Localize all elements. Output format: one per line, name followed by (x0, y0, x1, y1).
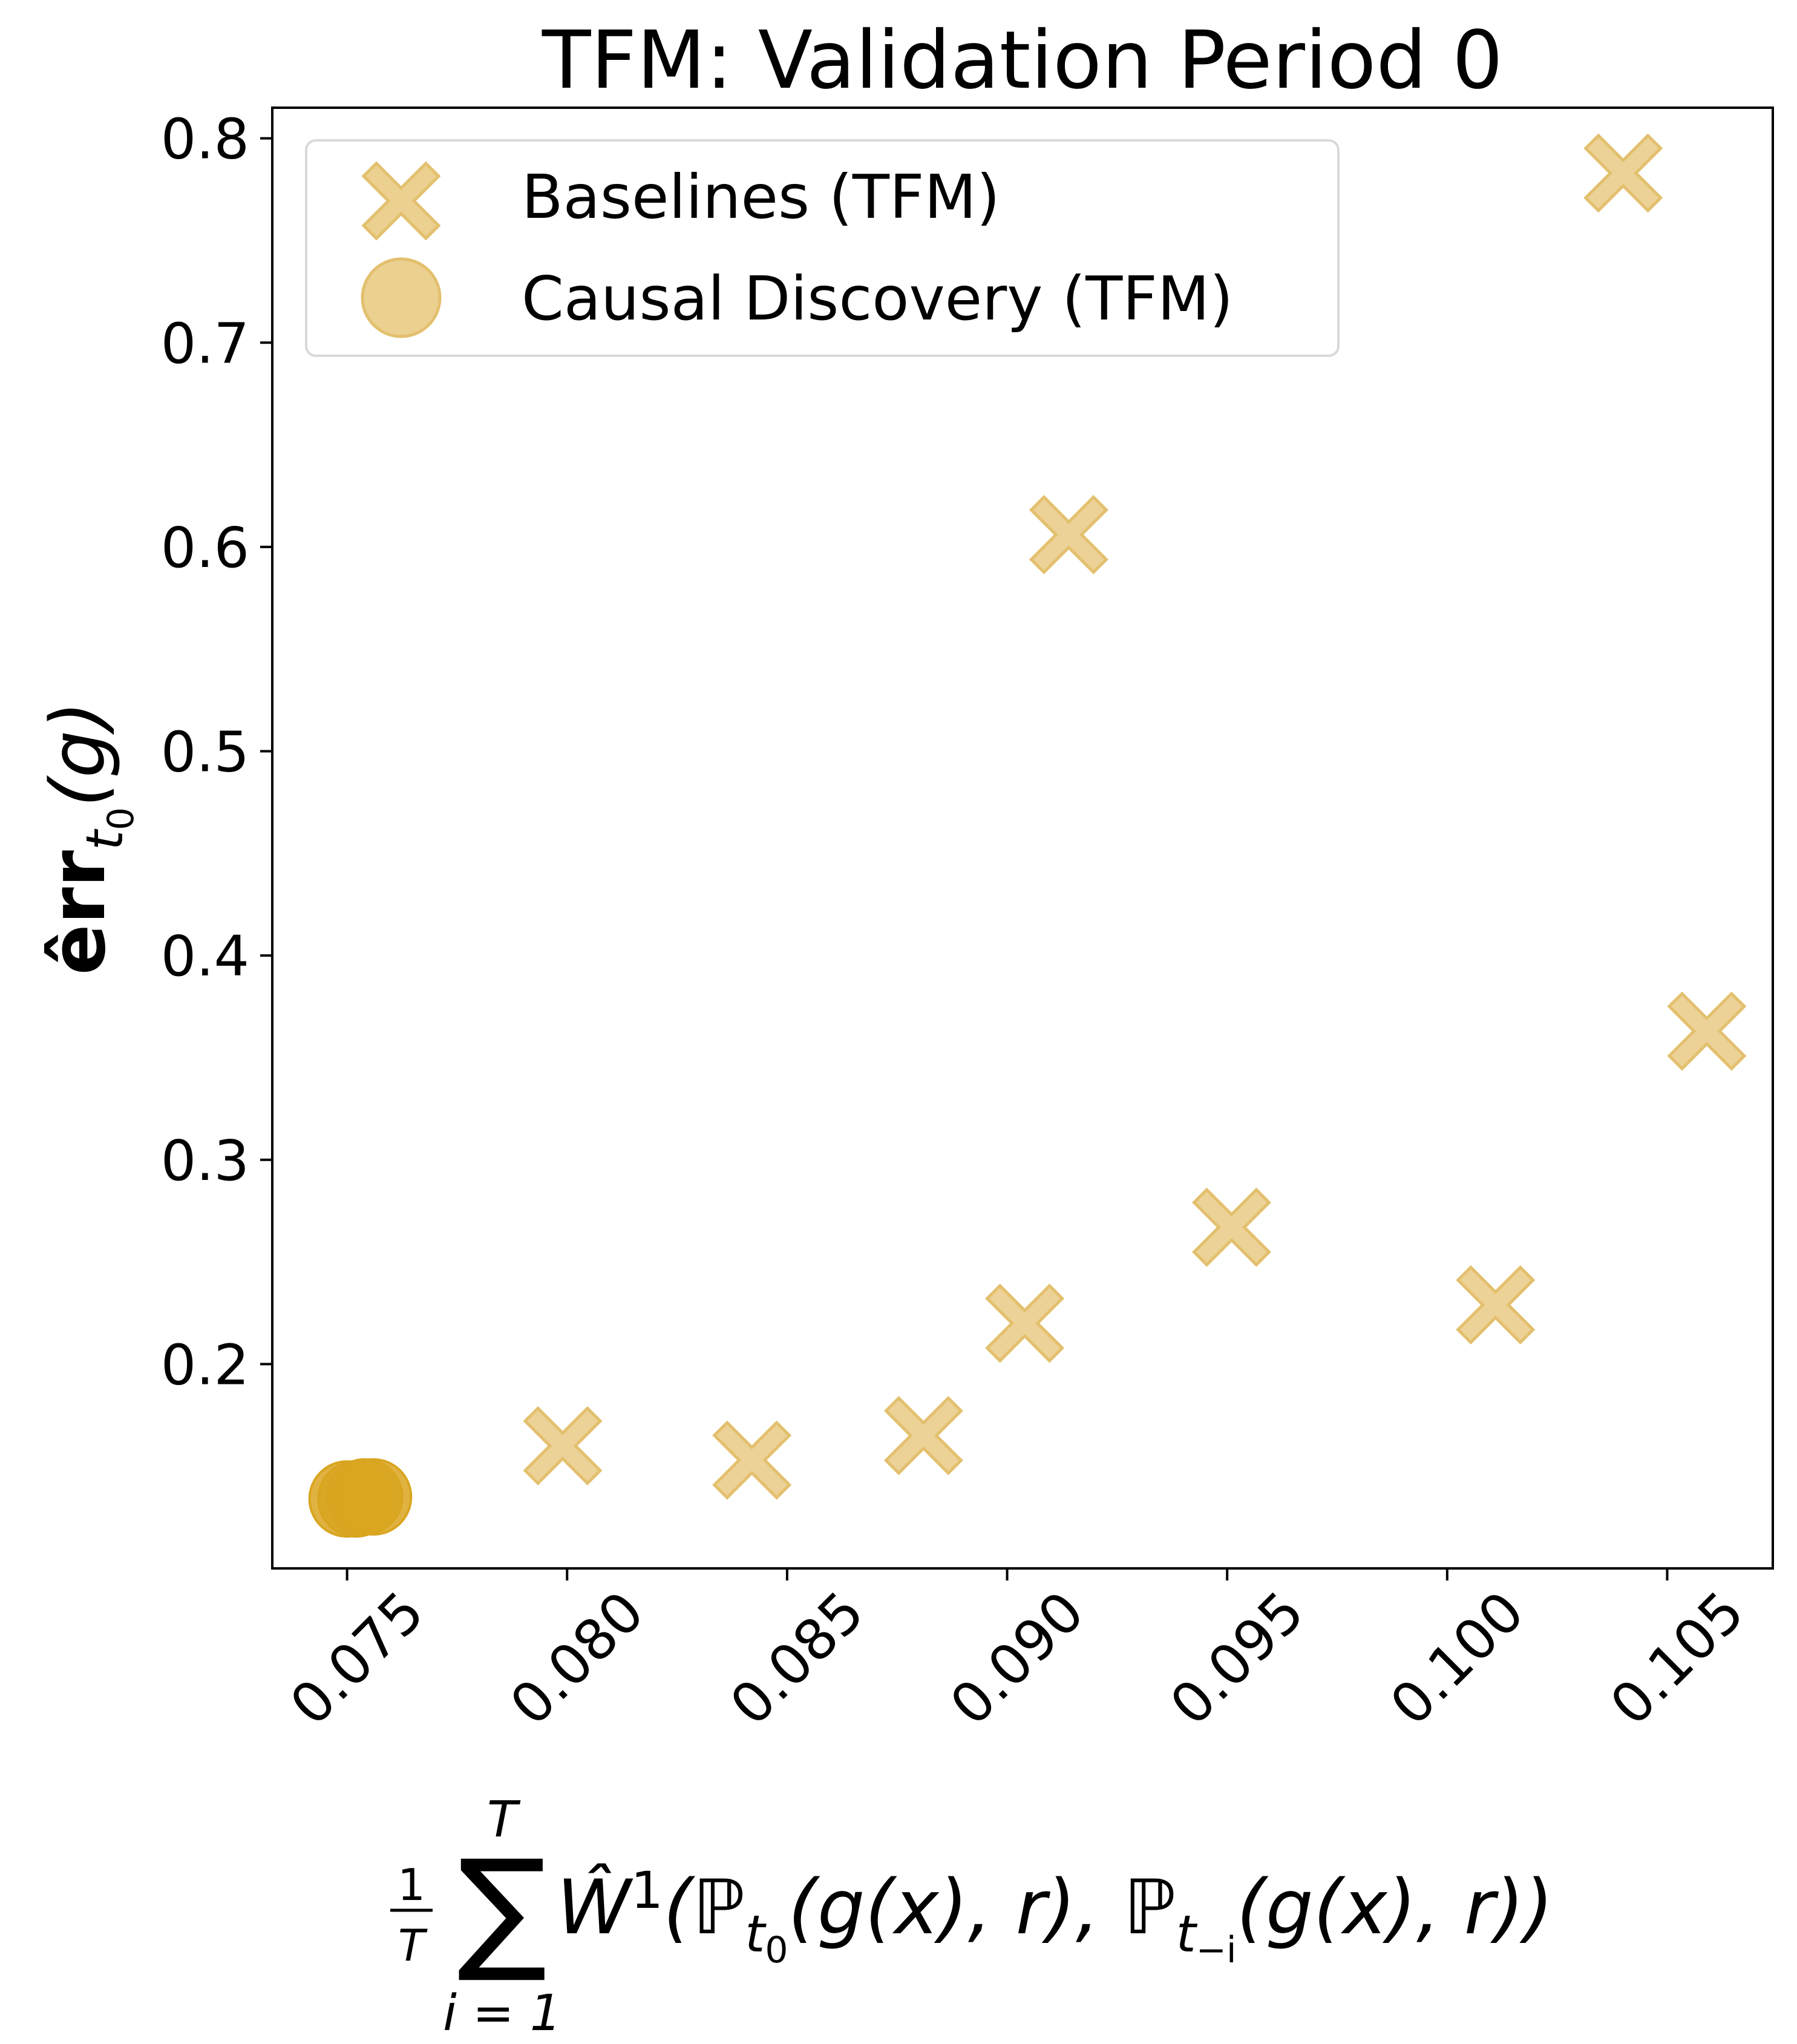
chart-title: TFM: Validation Period 0 (542, 14, 1503, 107)
svg-text:T: T (487, 1791, 521, 1849)
y-tick-label: 0.3 (161, 1128, 249, 1193)
y-axis: 0.2 0.3 0.4 0.5 0.6 0.7 0.8 (161, 107, 272, 1397)
baseline-point (712, 1420, 792, 1500)
baseline-point (883, 1395, 963, 1476)
svg-text:Ŵ1(ℙt0(g(x), r), ℙt−i(g(x), r): Ŵ1(ℙt0(g(x), r), ℙt−i(g(x), r)) (557, 1861, 1553, 1971)
baseline-point (1029, 495, 1108, 575)
y-tick-label: 0.4 (161, 924, 249, 989)
x-tick-label: 0.080 (498, 1579, 656, 1738)
y-tick-label: 0.2 (161, 1332, 249, 1397)
svg-text:T: T (398, 1920, 428, 1971)
svg-text:∑: ∑ (457, 1831, 547, 1986)
baseline-point (1191, 1187, 1272, 1267)
y-tick-label: 0.8 (161, 107, 249, 172)
legend-label-causal-discovery: Causal Discovery (TFM) (522, 263, 1233, 334)
x-tick-label: 0.105 (1598, 1579, 1756, 1738)
causal-discovery-point (335, 1458, 413, 1536)
x-axis-label: 1 T T ∑ i = 1 Ŵ1(ℙt0(g(x), r), ℙt−i(g(x)… (390, 1791, 1553, 2042)
baseline-point (1667, 991, 1747, 1071)
baseline-point (1583, 133, 1663, 213)
x-tick-label: 0.075 (278, 1579, 436, 1738)
x-tick-label: 0.090 (938, 1579, 1096, 1738)
legend-label-baselines: Baselines (TFM) (522, 162, 1000, 232)
baseline-point (523, 1406, 603, 1486)
svg-text:1: 1 (398, 1859, 425, 1910)
y-axis-label: êrrt0(g) (35, 701, 142, 975)
x-axis: 0.075 0.080 0.085 0.090 0.095 0.100 0.105 (278, 1568, 1756, 1738)
data-points (308, 133, 1747, 1538)
y-tick-label: 0.5 (161, 720, 249, 785)
baseline-point (1456, 1265, 1536, 1345)
svg-text:i = 1: i = 1 (443, 1985, 561, 2042)
baseline-point (985, 1283, 1065, 1363)
y-tick-label: 0.7 (161, 311, 249, 376)
x-tick-label: 0.095 (1158, 1579, 1317, 1738)
y-tick-label: 0.6 (161, 516, 249, 580)
legend-circle-marker (361, 257, 442, 338)
x-tick-label: 0.100 (1378, 1579, 1536, 1738)
legend: Baselines (TFM) Causal Discovery (TFM) (305, 139, 1340, 357)
legend-x-marker (361, 161, 441, 241)
legend-box (305, 139, 1340, 357)
x-tick-label: 0.085 (718, 1579, 877, 1738)
